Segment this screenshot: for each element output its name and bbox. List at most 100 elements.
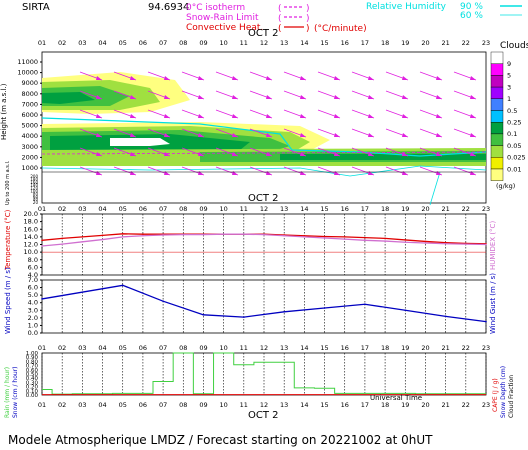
cloud-legend-swatch — [490, 75, 504, 88]
temp-hour-label: 01 — [38, 205, 46, 213]
temp-point — [41, 245, 43, 247]
top-hour-label: 21 — [441, 39, 449, 47]
temp-point — [424, 240, 427, 243]
footer-text: Modele Atmospherique LMDZ / Forecast sta… — [8, 433, 433, 447]
cloud-low-tick: 200 — [30, 174, 38, 179]
temp-point — [263, 233, 265, 236]
rain-hour-label: 05 — [119, 401, 127, 409]
wind-y-tick: 1.0 — [28, 321, 38, 329]
rain-hour-label: 12 — [260, 401, 268, 409]
wind-y-tick: 2.0 — [28, 314, 38, 322]
site-name: SIRTA — [22, 2, 50, 13]
date-label-temp: OCT 2 — [248, 193, 279, 204]
cloud-height-tick: 8000 — [21, 90, 38, 98]
cloud-y-label: Height (m a.s.l.) — [0, 83, 8, 140]
wind-hour-label: 14 — [300, 344, 308, 352]
temp-y-tick: 20.0 — [24, 210, 38, 218]
temp-point — [61, 243, 63, 245]
temp-hour-label: 03 — [78, 205, 86, 213]
wind-arrow-head — [300, 152, 306, 156]
wind-arrow-head — [402, 133, 408, 137]
temp-point — [303, 234, 306, 237]
top-hour-label: 17 — [361, 39, 369, 47]
rain-hour-label: 23 — [482, 401, 490, 409]
temp-hour-label: 10 — [219, 205, 227, 213]
top-hour-label: 15 — [320, 39, 328, 47]
cloud-legend-level: 9 — [507, 60, 511, 68]
cloud-height-tick: 1000 — [21, 164, 38, 172]
wind-arrow-head — [96, 152, 102, 156]
wind-arrow-head — [266, 133, 272, 137]
cloud-legend: Clouds 9 5 3 1 0.5 0.25 0.1 0.05 0.025 0.01 (g/kg) — [490, 41, 528, 190]
temp-y-tick: 6.0 — [28, 263, 38, 271]
wind-arrow-head — [300, 133, 306, 137]
wind-arrow-head — [164, 152, 170, 156]
clouds-panel: 01 02 03 04 05 06 07 08 09 10 11 12 13 14 15 16 17 18 19 20… — [0, 28, 490, 206]
wind-hour-label: 08 — [179, 344, 187, 352]
gust-y-label: Wind Gust (m / s) — [489, 273, 497, 334]
temp-point — [41, 239, 43, 242]
wind-hour-label: 23 — [482, 344, 490, 352]
legend-bracket-open: ( — [278, 4, 282, 14]
rain-hour-label: 20 — [421, 401, 429, 409]
temp-point — [243, 233, 245, 236]
top-hour-label: 10 — [219, 39, 227, 47]
temp-hour-label: 22 — [462, 205, 470, 213]
wind-point — [41, 298, 43, 300]
temp-hour-label: 19 — [401, 205, 409, 213]
cloud-legend-title: Clouds — [500, 41, 528, 51]
temp-point — [61, 237, 63, 240]
temp-hour-label: 09 — [199, 205, 207, 213]
top-hour-label: 01 — [38, 39, 46, 47]
wind-point — [323, 307, 326, 309]
temp-hour-label: 23 — [482, 205, 490, 213]
rain-y-tick: 0.00 — [26, 393, 39, 399]
wind-arrow-head — [130, 76, 136, 80]
wind-arrow-head — [198, 114, 204, 118]
cloud-low-tick: 160 — [30, 180, 38, 185]
temp-hour-label: 15 — [320, 205, 328, 213]
wind-arrow-head — [334, 152, 340, 156]
temp-point — [222, 233, 225, 236]
legend-bracket-close: ) — [306, 4, 310, 14]
x-axis-title: Universal Time — [370, 394, 422, 402]
rain-hour-label: 22 — [462, 401, 470, 409]
cloud-legend-level: 0.5 — [507, 107, 517, 115]
wind-arrow-head — [164, 76, 170, 80]
wind-arrow-head — [368, 152, 374, 156]
rain-hour-label: 14 — [300, 401, 308, 409]
rain-y-tick: 0.40 — [26, 376, 39, 382]
cloud-legend-level: 1 — [507, 95, 511, 103]
wind-arrow-head — [470, 95, 476, 99]
cloud-legend-swatch — [490, 110, 504, 123]
wind-y-tick: 0.0 — [28, 329, 38, 337]
temp-y-tick: 14.0 — [24, 233, 38, 241]
wind-hour-label: 12 — [260, 344, 268, 352]
rain-hour-label: 17 — [361, 401, 369, 409]
temp-point — [465, 243, 467, 245]
top-hour-label: 13 — [280, 39, 288, 47]
rain-panel: OCT 2 1.000.900.800.700.600.500.400.300.2… — [4, 351, 515, 421]
cloud-water-region — [42, 92, 95, 104]
wind-arrow-head — [334, 76, 340, 80]
top-hour-label: 20 — [421, 39, 429, 47]
rain-hour-label: 19 — [401, 401, 409, 409]
temp-point — [101, 234, 104, 237]
legend-item-label: Convective Heat. — [186, 23, 263, 33]
wind-point — [243, 316, 245, 318]
cloud-legend-swatch — [490, 63, 504, 76]
wind-arrow-head — [368, 95, 374, 99]
rain-series-step — [42, 352, 486, 395]
wind-arrow-head — [470, 114, 476, 118]
wind-arrow-head — [232, 76, 238, 80]
wind-arrow-head — [130, 114, 136, 118]
legend-bracket-open: ( — [278, 24, 282, 34]
rain-hour-label: 07 — [159, 401, 167, 409]
temp-point — [343, 238, 346, 240]
rain-y-tick: 0.70 — [26, 364, 39, 370]
temp-hour-label: 13 — [280, 205, 288, 213]
cloud-height-tick: 9000 — [21, 79, 38, 87]
temp-hour-label: 11 — [240, 205, 248, 213]
rain-hour-label: 03 — [78, 401, 86, 409]
cloud-height-tick: 2000 — [21, 153, 38, 161]
